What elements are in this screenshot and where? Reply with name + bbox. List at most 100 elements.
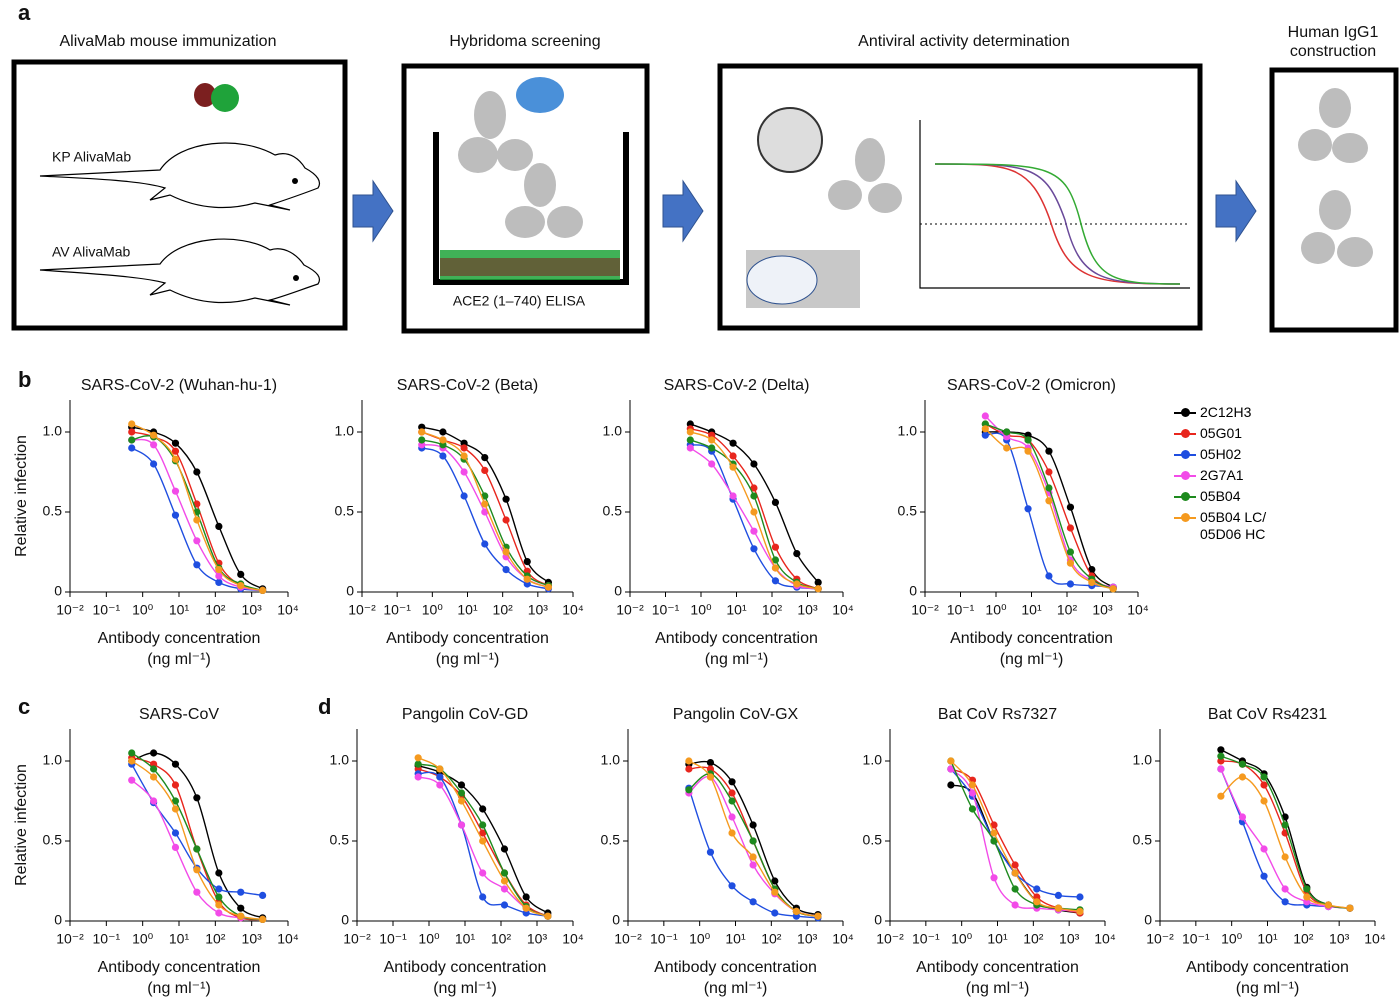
data-point [1067,580,1074,587]
legend-swatch [1174,488,1196,505]
x-tick-label: 10³ [797,931,818,947]
data-point [1067,524,1074,531]
data-point [750,545,757,552]
data-point [815,585,822,592]
data-point [215,869,222,876]
data-point [1239,761,1246,768]
chart-title: SARS-CoV [139,706,219,723]
arrow [353,181,393,241]
data-point [1217,793,1224,800]
arrow [1216,181,1256,241]
data-point [707,773,714,780]
legend-swatch [1174,467,1196,484]
data-point [259,916,266,923]
panel-letter: b [18,367,31,392]
x-tick-label: 10² [1293,931,1314,947]
data-point [1067,504,1074,511]
y-tick-label: 0 [612,912,620,928]
x-axis-label: Antibody concentration [386,630,549,647]
y-tick-label: 1.0 [43,423,63,439]
data-point [1260,797,1267,804]
x-tick-label: 10¹ [726,602,747,618]
data-point [708,436,715,443]
x-tick-label: 10⁰ [422,602,444,618]
x-tick-label: 10² [762,602,783,618]
x-axis-label: (ng ml⁻¹) [704,980,768,997]
data-point [259,892,266,899]
nucleus [747,256,817,304]
data-point [418,436,425,443]
x-tick-label: 10⁰ [690,602,712,618]
x-tick-label: 10² [205,602,226,618]
data-point [237,571,244,578]
x-axis-label: (ng ml⁻¹) [147,980,211,997]
chart-title: SARS-CoV-2 (Delta) [664,377,810,394]
data-point [1067,548,1074,555]
y-tick-label: 1.0 [898,423,918,439]
data-point [418,428,425,435]
data-point [728,797,735,804]
legend-label: 05B04 LC/ 05D06 HC [1200,509,1266,543]
y-tick-label: 0.5 [330,832,350,848]
data-point [128,436,135,443]
data-point [729,464,736,471]
data-point [707,849,714,856]
legend-swatch [1174,425,1196,442]
data-point [128,420,135,427]
x-tick-label: 10³ [1059,931,1080,947]
igg1 [1298,88,1373,267]
y-tick-label: 0 [341,912,349,928]
data-point [729,452,736,459]
data-point [1282,885,1289,892]
x-axis-label: (ng ml⁻¹) [966,980,1030,997]
fit-curve [690,448,818,589]
data-point [172,844,179,851]
data-point [750,492,757,499]
x-tick-label: 10⁻¹ [93,602,121,618]
data-point [814,913,821,920]
data-point [436,773,443,780]
data-point [150,749,157,756]
x-tick-label: 10⁻¹ [652,602,680,618]
data-point [524,576,531,583]
step-title: Human IgG1construction [1288,24,1379,60]
panel-letter: a [18,0,31,25]
data-point [1067,560,1074,567]
x-axis-label: (ng ml⁻¹) [705,651,769,668]
data-point [544,913,551,920]
data-point [1003,428,1010,435]
data-point [439,428,446,435]
legend-item: 05G01 [1174,425,1266,442]
legend-item: 2C12H3 [1174,404,1266,421]
enzyme [516,77,564,113]
legend-swatch [1174,446,1196,463]
x-tick-label: 10⁰ [132,602,154,618]
fit-curve [132,764,263,895]
legend-item: 05B04 [1174,488,1266,505]
chart-title: SARS-CoV-2 (Omicron) [947,377,1116,394]
y-axis-label: Relative infection [13,435,30,557]
data-point [990,874,997,881]
x-axis-label: (ng ml⁻¹) [436,651,500,668]
y-tick-label: 1.0 [603,423,623,439]
data-point [750,508,757,515]
data-point [687,428,694,435]
y-tick-label: 1.0 [335,423,355,439]
chart-title: SARS-CoV-2 (Beta) [397,377,538,394]
data-point [1045,484,1052,491]
caption: ACE2 (1–740) ELISA [453,293,586,309]
data-point [1012,869,1019,876]
x-tick-label: 10¹ [455,931,476,947]
data-point [969,781,976,788]
data-point [502,566,509,573]
fit-curve [985,433,1113,587]
data-point [460,468,467,475]
data-point [947,781,954,788]
x-tick-label: 10⁻² [616,602,644,618]
data-point [982,412,989,419]
data-point [772,499,779,506]
data-point [193,561,200,568]
data-point [502,548,509,555]
y-tick-label: 0.5 [43,832,63,848]
x-tick-label: 10³ [242,602,263,618]
